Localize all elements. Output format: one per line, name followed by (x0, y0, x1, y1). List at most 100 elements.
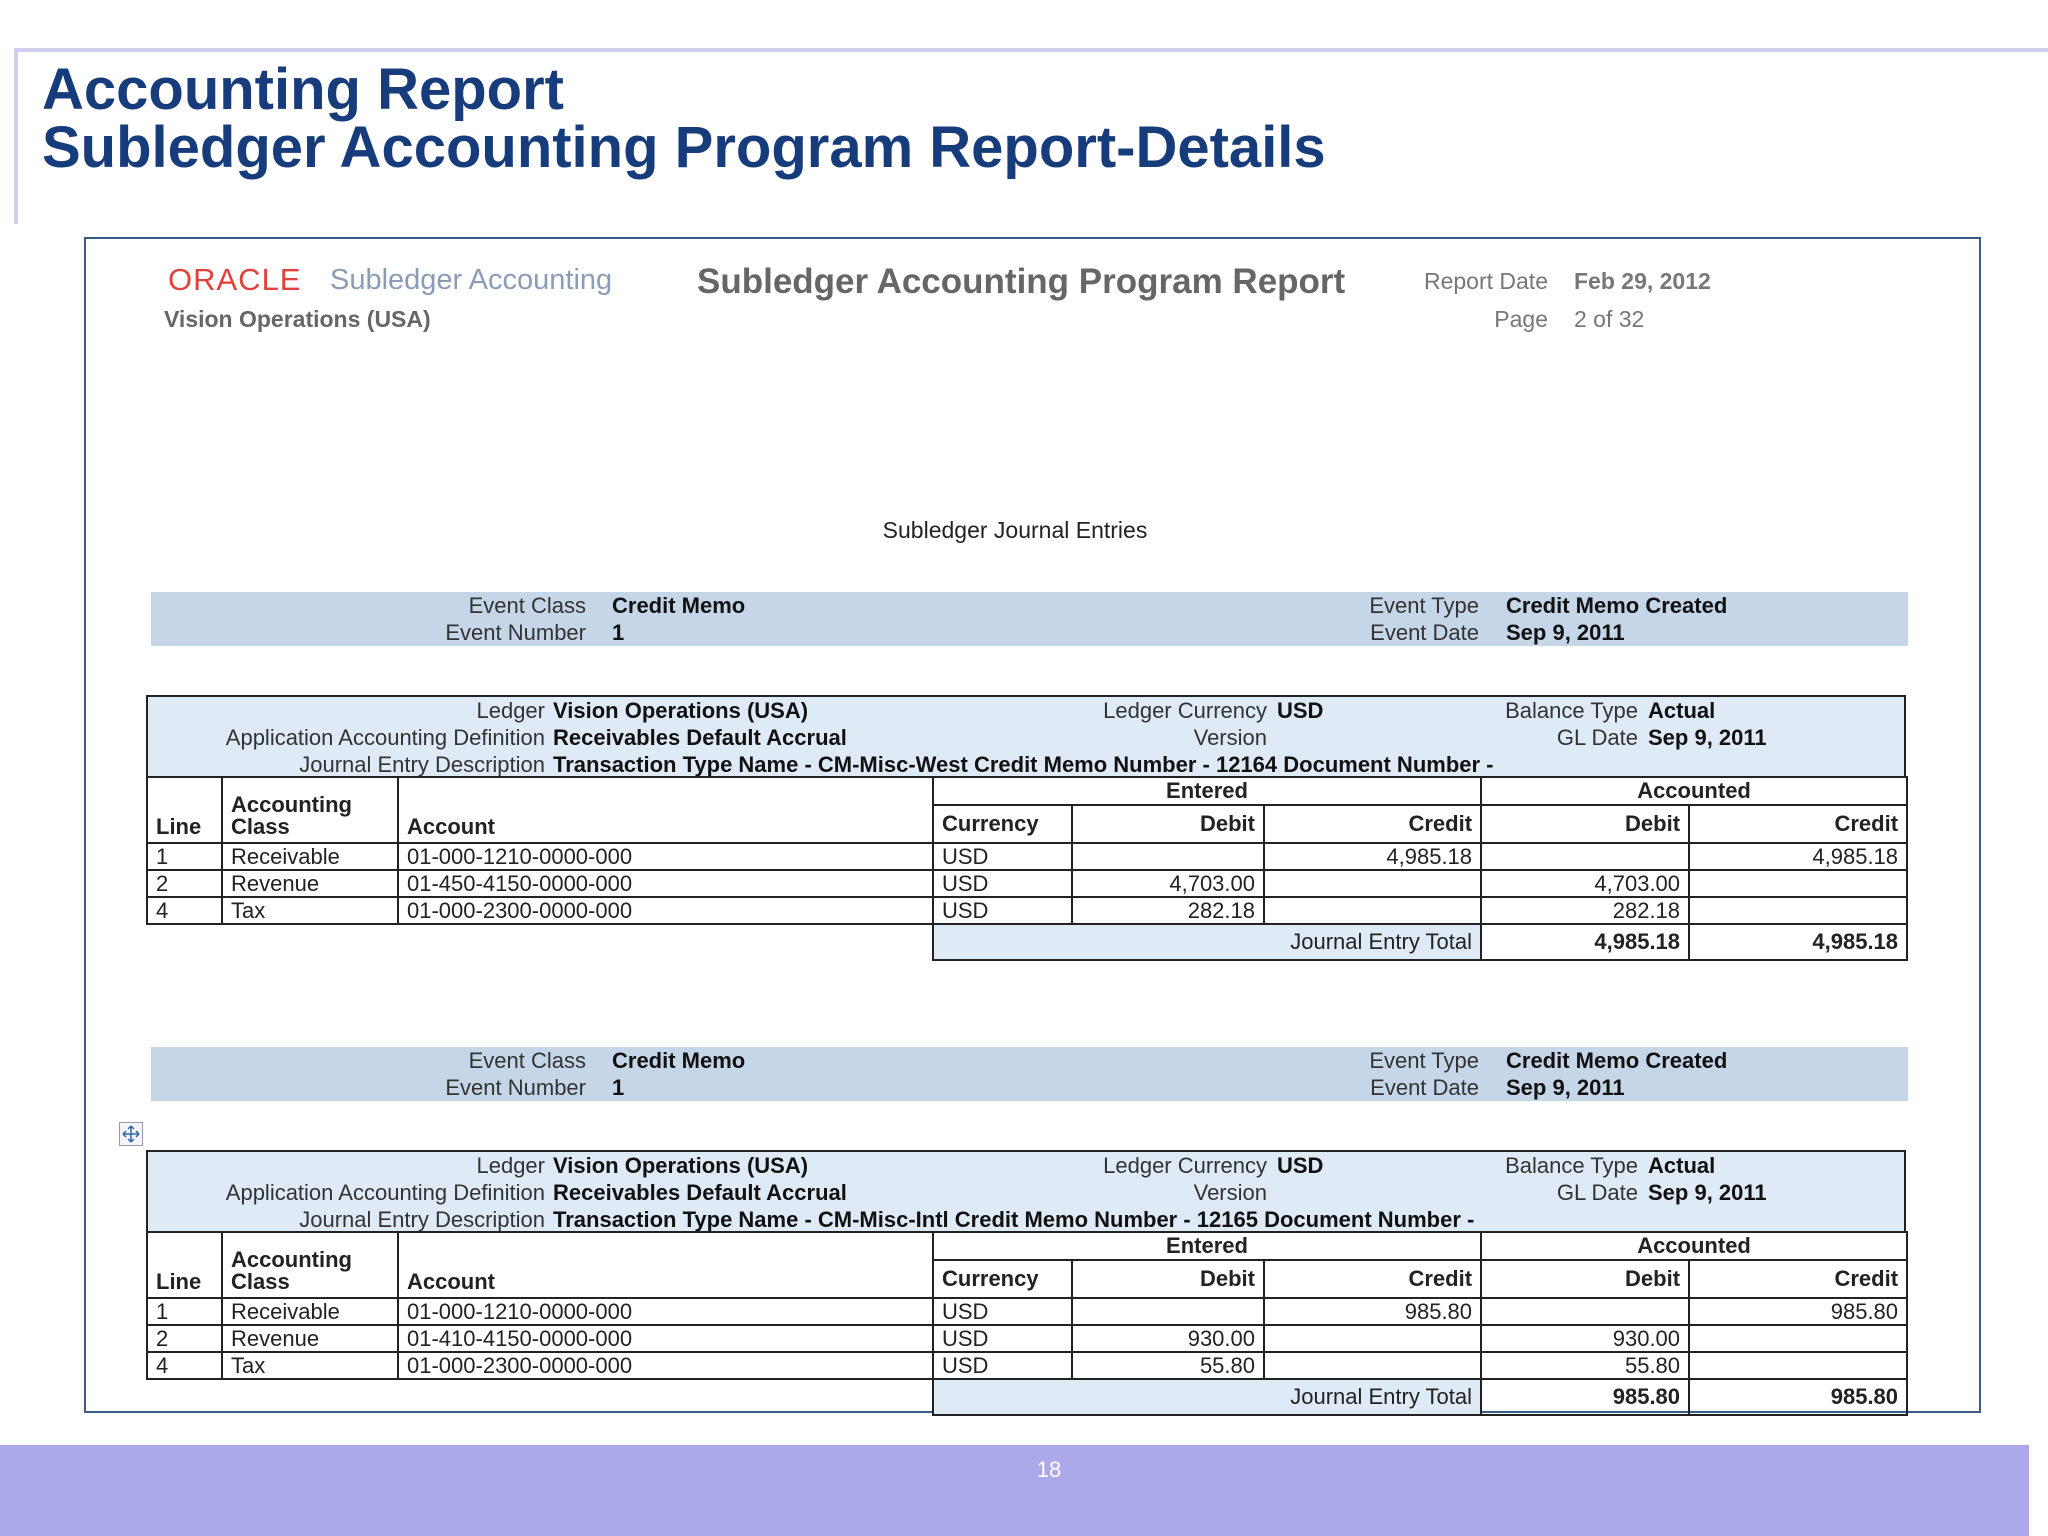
column-header: Debit (1480, 804, 1691, 844)
column-header: Account (397, 1231, 934, 1299)
event-label: Event Class (468, 1048, 586, 1073)
cell: 01-410-4150-0000-000 (397, 1324, 934, 1353)
ledger-value: USD (1277, 1153, 1324, 1178)
cell (1688, 896, 1909, 925)
ledger-label: Balance Type (1505, 1153, 1638, 1178)
column-header: Debit (1480, 1259, 1691, 1299)
cell: 01-000-1210-0000-000 (397, 1297, 934, 1326)
cell: 01-000-2300-0000-000 (397, 1351, 934, 1380)
event-label: Event Class (468, 593, 586, 618)
header-row: Currency Debit Credit Debit Credit (147, 804, 1909, 844)
cell (1262, 869, 1483, 898)
ledger-value: Vision Operations (USA) (553, 698, 809, 723)
column-header: Credit (1688, 804, 1909, 844)
cell: 2 (146, 1324, 223, 1353)
column-header: Line (146, 776, 223, 844)
cell: 985.80 (1262, 1297, 1483, 1326)
total-row: Journal Entry Total 4,985.18 4,985.18 (147, 923, 1909, 961)
total-label: Journal Entry Total (931, 1378, 1483, 1416)
ledger-label: GL Date (1556, 1180, 1638, 1205)
journal-table: Line Accounting Class Account Entered Accoun… (146, 1231, 1909, 1416)
cell: 01-000-2300-0000-000 (397, 896, 934, 925)
ledger-value: Receivables Default Accrual (553, 725, 847, 750)
ledger-label: Ledger (476, 1153, 545, 1178)
move-handle-icon[interactable] (119, 1122, 143, 1146)
product-name: Subledger Accounting (330, 264, 613, 296)
cell: USD (932, 869, 1073, 898)
total-label: Journal Entry Total (931, 923, 1483, 961)
ledger-info: Ledger Vision Operations (USA) Application… (146, 695, 1906, 777)
oracle-logo: ORACLE (168, 262, 302, 297)
column-header: Accounting Class (221, 776, 399, 844)
journal-line: 2 Revenue 01-450-4150-0000-000 USD 4,703.00 4… (146, 869, 1909, 898)
cell: USD (932, 1324, 1073, 1353)
cell: 1 (146, 1297, 223, 1326)
ledger-value: Sep 9, 2011 (1648, 725, 1767, 750)
event-band: Event Class Credit Memo Event Number 1 Event… (151, 1047, 1908, 1101)
journal-line: 1 Receivable 01-000-1210-0000-000 USD 4,985.… (146, 842, 1909, 871)
event-value: Credit Memo Created (1506, 593, 1728, 618)
cell (1688, 1351, 1909, 1380)
cell: USD (932, 896, 1073, 925)
report-date-label: Report Date (1423, 268, 1548, 294)
cell: 1 (146, 842, 223, 871)
ledger-label: Ledger Currency (1103, 1153, 1267, 1178)
cell (1480, 842, 1691, 871)
ledger-value: Transaction Type Name - CM-Misc-Intl Cre… (553, 1207, 1475, 1232)
cell: Revenue (221, 1324, 399, 1353)
column-header: Credit (1262, 804, 1483, 844)
header-group-row: Line Accounting Class Account Entered Accoun… (146, 1231, 1909, 1299)
total-credit: 4,985.18 (1688, 923, 1909, 961)
event-value: Sep 9, 2011 (1506, 620, 1625, 645)
cell: 282.18 (1071, 896, 1265, 925)
cell (1480, 1297, 1691, 1326)
cell: Revenue (221, 869, 399, 898)
title-line: Subledger Accounting Program Report-Deta… (42, 115, 1326, 180)
cell: 930.00 (1480, 1324, 1691, 1353)
ledger-label: Version (1193, 725, 1267, 750)
column-group-header: Accounted (1480, 1231, 1909, 1261)
blank-cell (147, 1378, 933, 1415)
ledger-label: Ledger (476, 698, 545, 723)
ledger-value: Actual (1648, 698, 1716, 723)
cell: 55.80 (1071, 1351, 1265, 1380)
page-number: 18 (1036, 1457, 1062, 1482)
journal-line: 1 Receivable 01-000-1210-0000-000 USD 985.80… (146, 1297, 1909, 1326)
cell: Tax (221, 1351, 399, 1380)
ledger-label: Version (1193, 1180, 1267, 1205)
footer-band (0, 1445, 2029, 1536)
column-header: Account (397, 776, 934, 844)
ledger-label: Application Accounting Definition (225, 1180, 545, 1205)
ledger-label: Ledger Currency (1103, 698, 1267, 723)
cell: 01-000-1210-0000-000 (397, 842, 934, 871)
event-label: Event Number (445, 1075, 586, 1100)
cell (1071, 1297, 1265, 1326)
cell: 4 (146, 896, 223, 925)
ledger-label: Application Accounting Definition (225, 725, 545, 750)
journal-table: Line Accounting Class Account Entered Accoun… (146, 776, 1909, 961)
column-group-header: Entered (931, 776, 1483, 806)
cell: 4,703.00 (1480, 869, 1691, 898)
cell: USD (932, 1351, 1073, 1380)
cell: USD (932, 1297, 1073, 1326)
column-header: Debit (1071, 1259, 1265, 1299)
column-header: Debit (1071, 804, 1265, 844)
cell: 282.18 (1480, 896, 1691, 925)
event-value: Credit Memo (612, 593, 746, 618)
column-header: Currency (932, 804, 1073, 844)
event-value: 1 (612, 1075, 625, 1100)
event-value: Credit Memo Created (1506, 1048, 1728, 1073)
cell: 4 (146, 1351, 223, 1380)
event-band: Event Class Credit Memo Event Number 1 Event… (151, 592, 1908, 646)
ledger-value: Receivables Default Accrual (553, 1180, 847, 1205)
cell: 930.00 (1071, 1324, 1265, 1353)
total-credit: 985.80 (1688, 1378, 1909, 1416)
event-value: Sep 9, 2011 (1506, 1075, 1625, 1100)
event-label: Event Type (1369, 593, 1479, 618)
column-header: Credit (1688, 1259, 1909, 1299)
blank-cell (147, 923, 933, 960)
title-line: Accounting Report (42, 57, 564, 122)
journal-line: 4 Tax 01-000-2300-0000-000 USD 282.18 282.18 (146, 896, 1909, 925)
organization: Vision Operations (USA) (164, 306, 431, 332)
